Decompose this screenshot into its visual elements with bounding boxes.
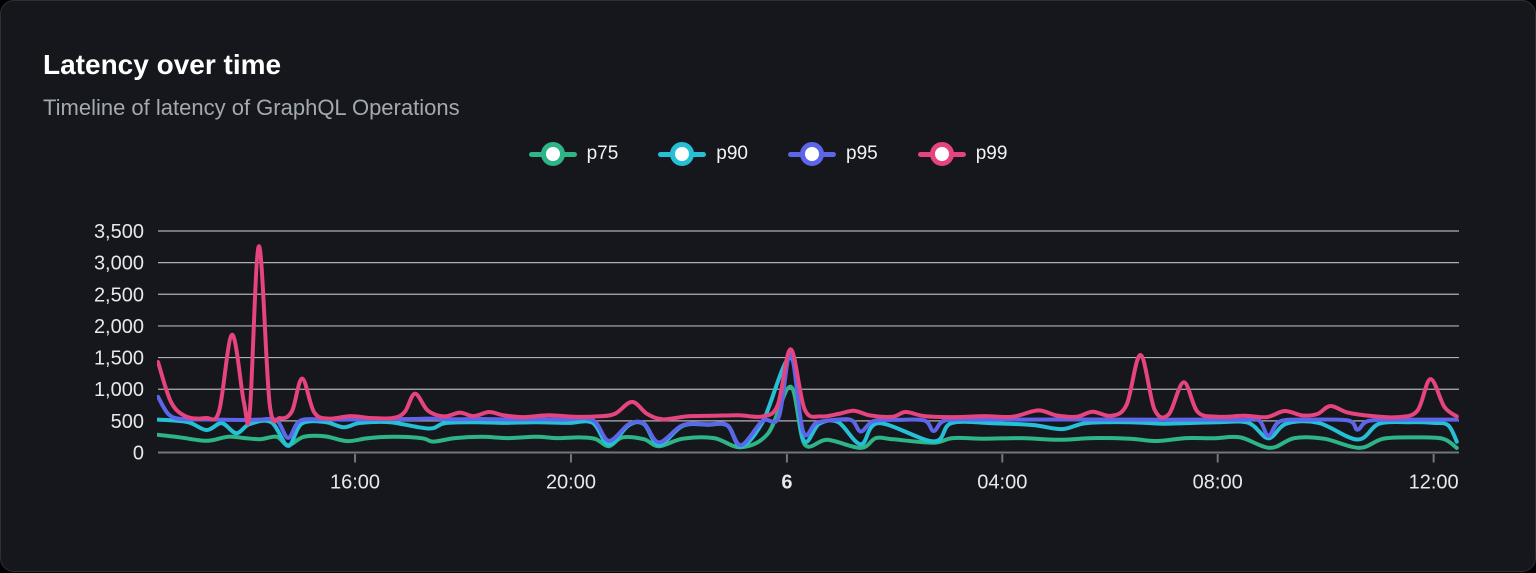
x-axis-label: 08:00 — [1193, 472, 1243, 494]
page-title: Latency over time — [43, 49, 282, 80]
legend-item-p95[interactable]: p95 — [788, 142, 878, 166]
y-axis-label: 3,000 — [94, 253, 144, 275]
legend-label: p75 — [586, 143, 619, 164]
legend-item-p75[interactable]: p75 — [528, 142, 619, 166]
y-axis-label: 0 — [133, 443, 144, 465]
x-axis-label: 12:00 — [1409, 472, 1459, 494]
x-axis-label: 04:00 — [977, 472, 1027, 494]
y-axis-label: 3,500 — [94, 221, 144, 243]
y-axis-label: 1,000 — [94, 379, 144, 401]
legend-label: p90 — [716, 143, 748, 164]
legend-label: p95 — [846, 143, 878, 164]
y-axis-label: 2,500 — [94, 284, 144, 306]
x-axis-label: 16:00 — [330, 472, 380, 494]
y-axis-label: 2,000 — [94, 316, 144, 338]
legend-item-p99[interactable]: p99 — [917, 142, 1008, 166]
legend-marker-icon — [528, 142, 577, 166]
legend-marker-icon — [658, 142, 707, 166]
legend-marker-icon — [788, 142, 836, 166]
series-line-p95 — [157, 350, 1459, 448]
page-subtitle: Timeline of latency of GraphQL Operation… — [43, 95, 460, 120]
y-axis-label: 500 — [111, 411, 144, 433]
legend-item-p90[interactable]: p90 — [658, 142, 748, 166]
legend-marker-icon — [917, 142, 966, 166]
y-axis-label: 1,500 — [94, 348, 144, 370]
chart-legend: p75 p90 p95 p99 — [1, 136, 1535, 172]
series-line-p75 — [157, 384, 1459, 450]
x-axis-label: 20:00 — [546, 472, 596, 494]
series-line-p99 — [157, 244, 1459, 426]
x-axis-label: 6 — [781, 472, 792, 494]
legend-label: p99 — [975, 143, 1008, 164]
